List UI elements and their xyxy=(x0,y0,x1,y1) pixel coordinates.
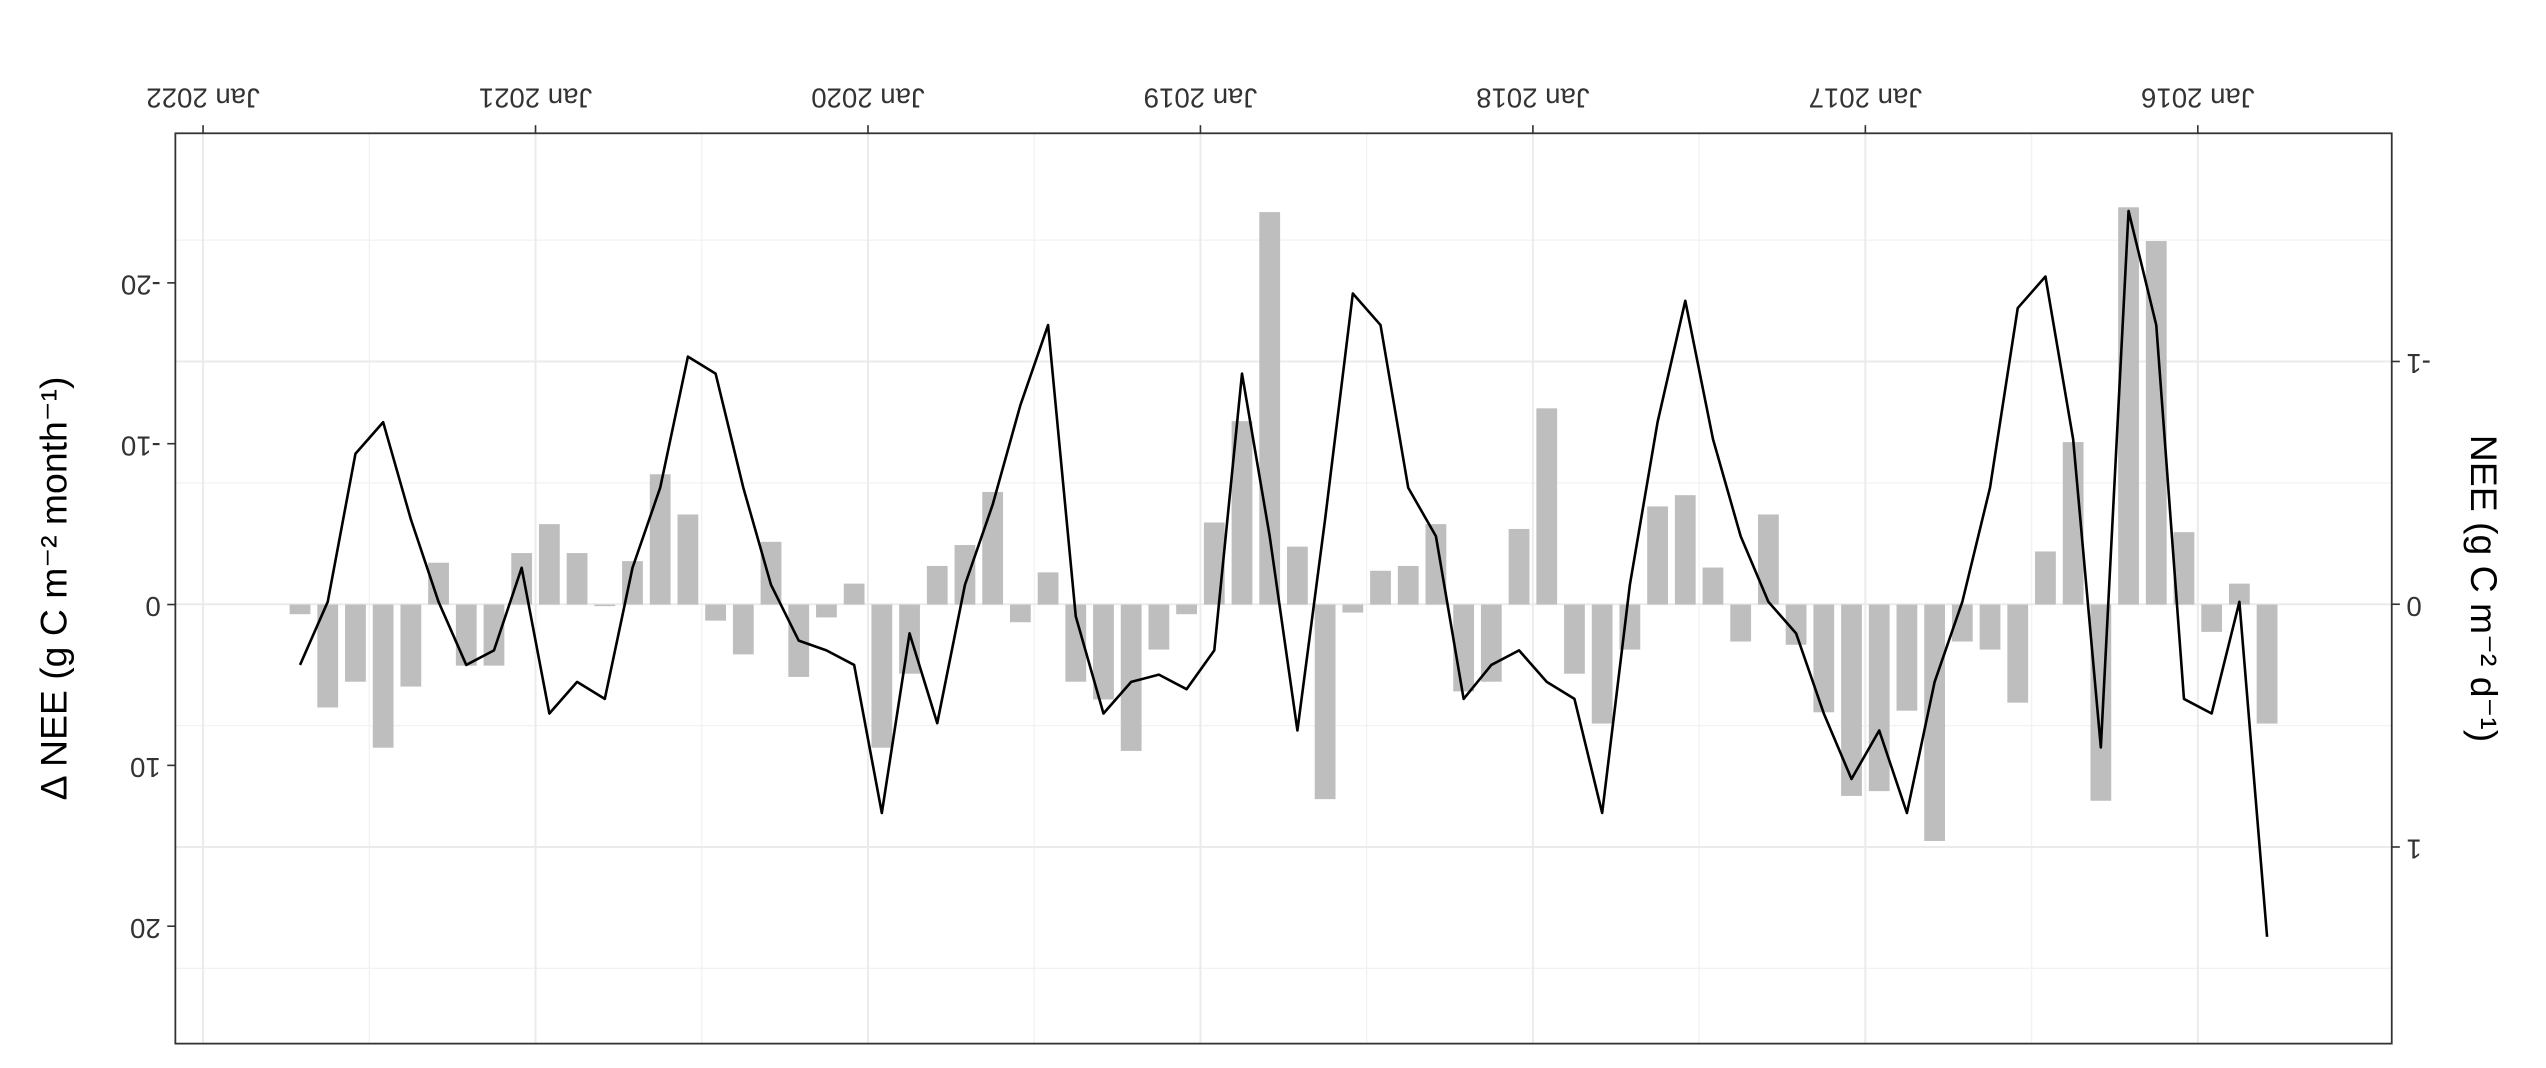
x-tick-label: Jan 2022 xyxy=(146,83,260,114)
major-grid xyxy=(175,133,2392,1044)
bar xyxy=(317,604,339,708)
bar xyxy=(1896,604,1918,711)
bar xyxy=(732,604,754,655)
bar xyxy=(1868,604,1890,792)
bar xyxy=(1342,604,1364,613)
bar xyxy=(1453,604,1475,692)
bar xyxy=(1979,604,2001,650)
minor-grid xyxy=(175,133,2392,1044)
bar xyxy=(1480,604,1502,682)
bar xyxy=(1148,604,1170,650)
y2-tick-label: 20 xyxy=(130,913,161,944)
panel-background xyxy=(175,133,2392,1044)
bar xyxy=(816,604,837,618)
bar xyxy=(400,604,422,687)
bar xyxy=(289,604,311,615)
bar xyxy=(428,562,449,605)
bar xyxy=(1176,604,1197,615)
y-tick-label: -1 xyxy=(2406,348,2431,379)
bar xyxy=(2118,207,2139,605)
bar xyxy=(2007,604,2029,703)
bar xyxy=(455,604,477,666)
bar xyxy=(1120,604,1142,751)
y2-tick-label: -20 xyxy=(121,270,161,301)
bar xyxy=(2035,551,2056,605)
y2-axis-title: Δ NEE (g C m⁻² month⁻¹) xyxy=(33,377,75,801)
x-tick-label: Jan 2016 xyxy=(2141,83,2255,114)
bar xyxy=(1730,604,1752,642)
bar xyxy=(372,604,394,748)
y-tick-label: 1 xyxy=(2406,834,2421,865)
bar xyxy=(1757,514,1779,605)
bar xyxy=(1813,604,1835,713)
bar xyxy=(1231,421,1253,605)
y2-tick-label: 10 xyxy=(130,752,161,783)
line xyxy=(298,209,2269,937)
bar xyxy=(345,604,366,682)
bar xyxy=(1065,604,1087,682)
bar xyxy=(1785,604,1807,645)
y-tick-label: 0 xyxy=(2406,591,2421,622)
bar xyxy=(1370,570,1391,605)
bar xyxy=(760,541,782,605)
bar xyxy=(1314,604,1336,800)
plot-area: NEE (g C m⁻² d⁻¹) Δ NEE (g C m⁻² month⁻¹… xyxy=(33,83,2505,1045)
bar xyxy=(2228,583,2250,605)
bar xyxy=(982,491,1004,605)
x-tick-label: Jan 2017 xyxy=(1809,83,1923,114)
bar xyxy=(1093,604,1114,700)
bar xyxy=(2145,241,2167,605)
bar xyxy=(1508,528,1530,605)
panel-border xyxy=(174,132,2393,1045)
bar xyxy=(1259,212,1281,605)
bar xyxy=(1536,408,1558,605)
y2-tick-label: -10 xyxy=(121,430,161,461)
bar xyxy=(926,565,948,605)
bar xyxy=(1425,524,1447,605)
x-tick-label: Jan 2018 xyxy=(1476,83,1590,114)
bar xyxy=(1397,565,1419,605)
bar xyxy=(1647,506,1668,605)
bar xyxy=(1564,604,1585,674)
bar xyxy=(954,545,976,605)
bar xyxy=(843,583,865,605)
bar xyxy=(566,553,588,605)
bar xyxy=(1009,604,1031,623)
bar xyxy=(1037,572,1059,605)
bar xyxy=(483,604,505,666)
y2-tick-label: 0 xyxy=(145,591,160,622)
bar xyxy=(1287,546,1308,605)
y-axis-title: NEE (g C m⁻² d⁻¹) xyxy=(2463,435,2505,742)
x-tick-label: Jan 2019 xyxy=(1144,83,1258,114)
bar xyxy=(1702,567,1724,605)
bar xyxy=(649,474,671,605)
bar xyxy=(2201,604,2223,632)
bar xyxy=(538,524,560,605)
bar xyxy=(871,604,893,748)
bar xyxy=(594,604,616,607)
bar xyxy=(705,604,726,621)
bar xyxy=(1841,604,1862,796)
bar xyxy=(511,553,533,605)
bar xyxy=(677,514,699,605)
bar xyxy=(2256,604,2278,724)
x-tick-label: Jan 2020 xyxy=(811,83,925,114)
bar xyxy=(1674,495,1696,605)
bar xyxy=(2173,532,2195,605)
bar xyxy=(1924,604,1946,841)
bar xyxy=(1203,522,1225,605)
bar xyxy=(1591,604,1613,724)
x-tick-label: Jan 2021 xyxy=(479,83,593,114)
bar xyxy=(2090,604,2112,801)
